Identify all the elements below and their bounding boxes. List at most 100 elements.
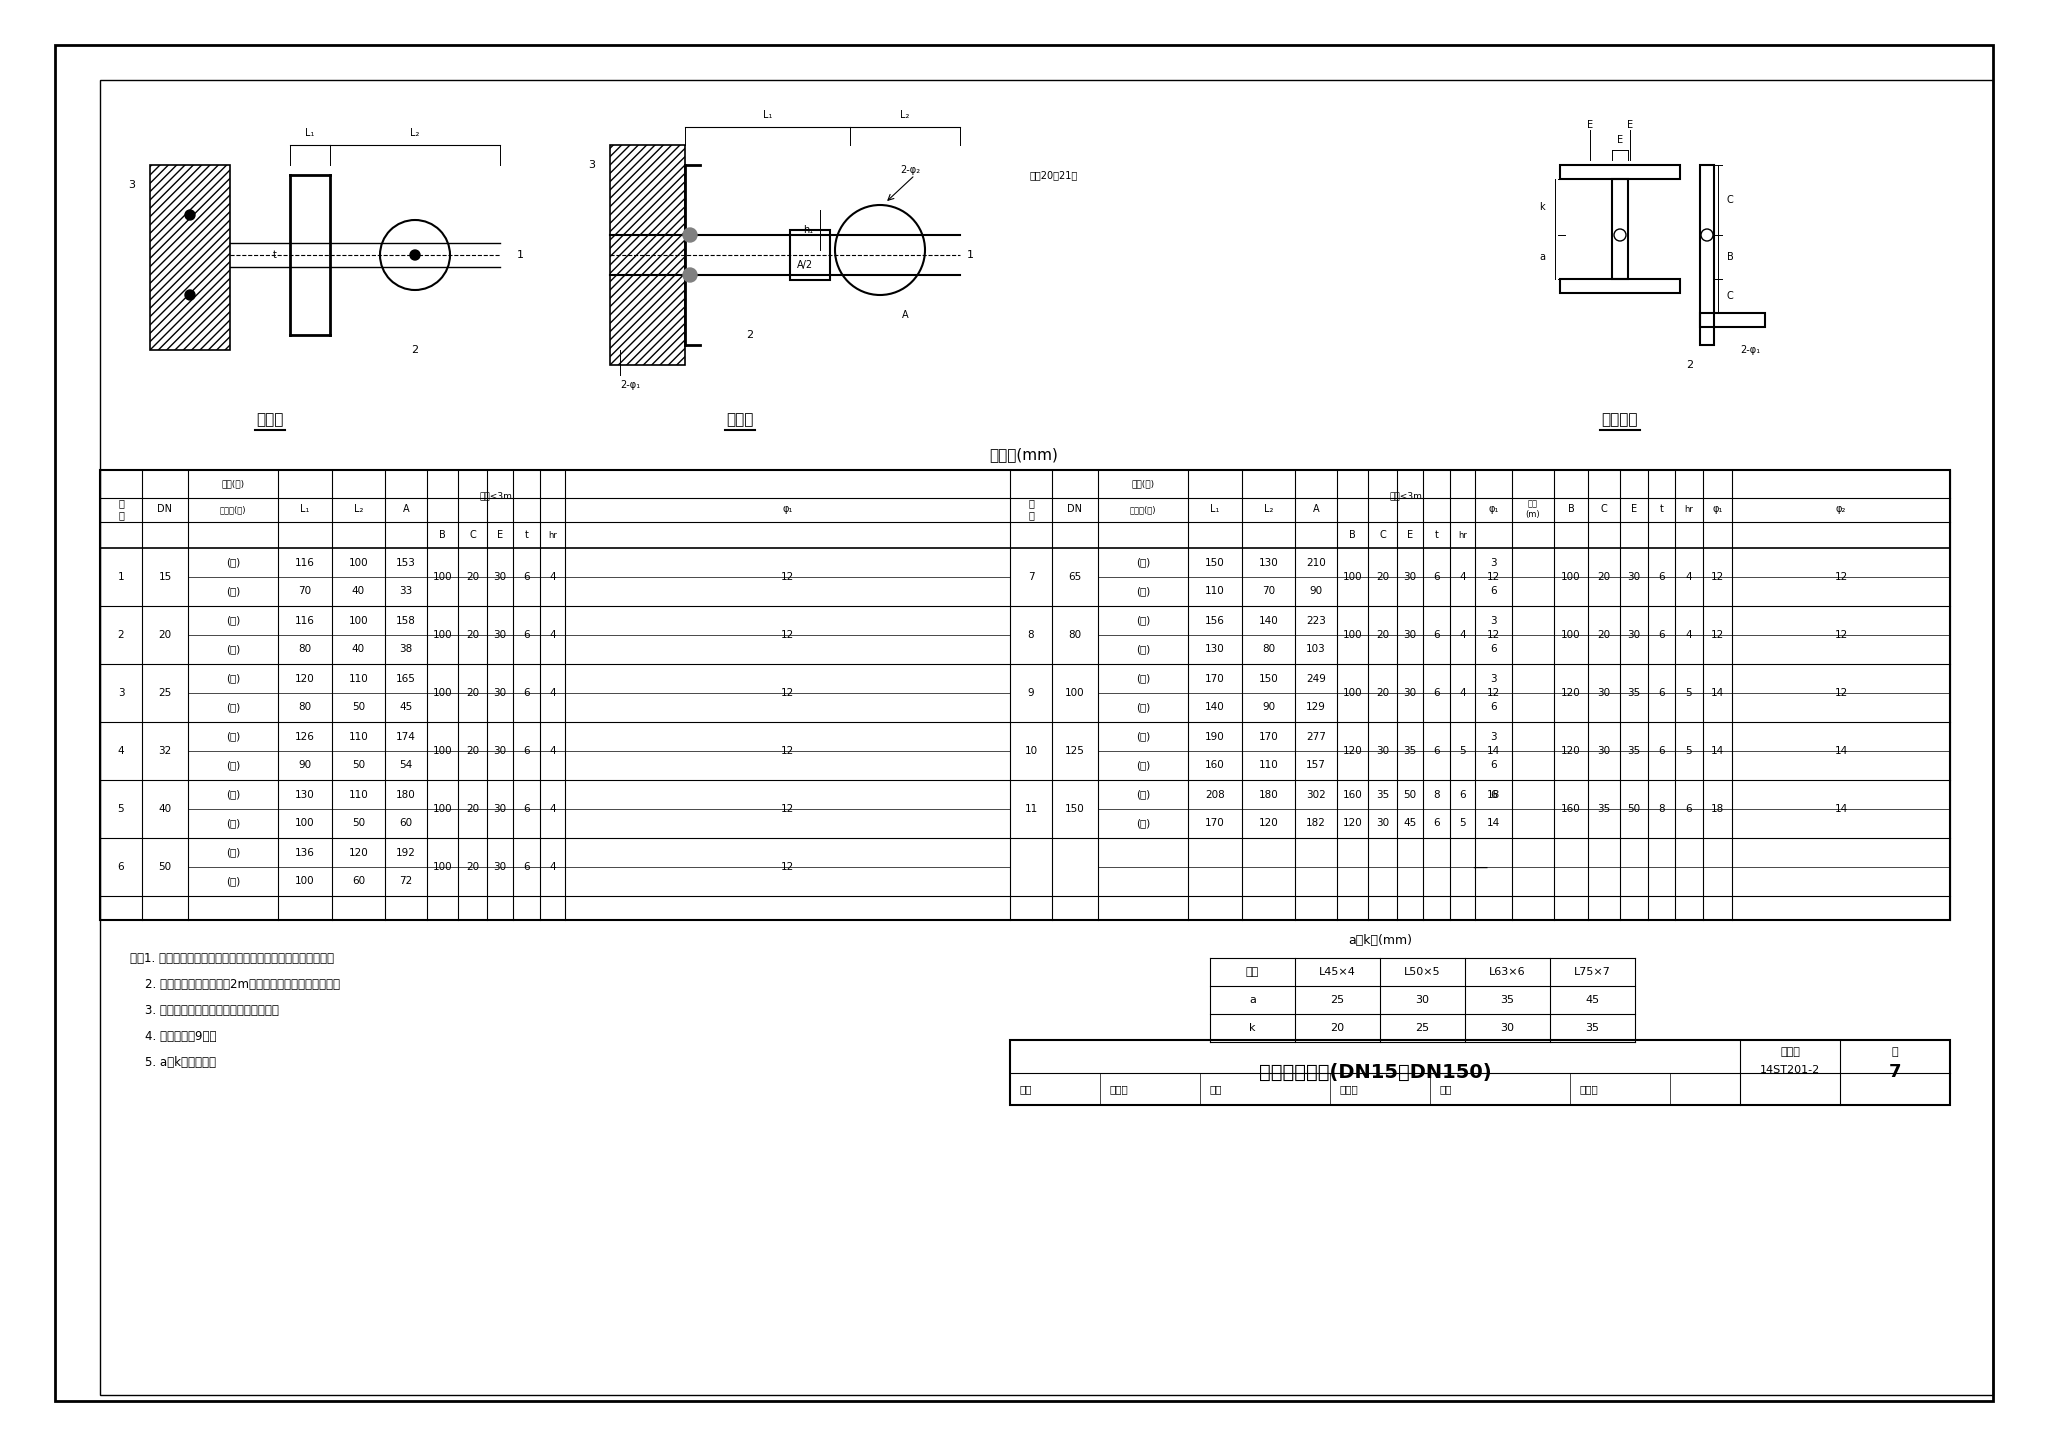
Text: 8: 8 [1659, 804, 1665, 814]
Text: 4: 4 [117, 746, 125, 756]
Text: 12: 12 [780, 746, 795, 756]
Text: (一): (一) [1137, 790, 1151, 800]
Text: 25: 25 [158, 688, 172, 698]
Text: 160: 160 [1204, 761, 1225, 771]
Text: 20: 20 [1376, 688, 1389, 698]
Text: C: C [1378, 531, 1386, 539]
Text: 6: 6 [1491, 761, 1497, 771]
Text: 4: 4 [549, 688, 555, 698]
Bar [1010, 1040, 1950, 1105]
Text: 30: 30 [1403, 630, 1417, 641]
Circle shape [184, 291, 195, 299]
Text: (二): (二) [1137, 761, 1151, 771]
Text: 20: 20 [1376, 573, 1389, 581]
Text: A: A [403, 505, 410, 513]
Text: 6: 6 [1434, 573, 1440, 581]
Text: 30: 30 [494, 804, 506, 814]
Text: 4: 4 [1458, 630, 1466, 641]
Text: 12: 12 [1835, 688, 1847, 698]
Text: 3: 3 [1491, 558, 1497, 567]
Text: 130: 130 [1260, 558, 1278, 567]
Text: a、k値(mm): a、k値(mm) [1348, 934, 1411, 947]
Text: 4: 4 [549, 746, 555, 756]
Text: (一): (一) [225, 790, 240, 800]
Text: 12: 12 [780, 688, 795, 698]
Text: 6: 6 [117, 862, 125, 872]
Text: 4: 4 [1458, 573, 1466, 581]
Text: 129: 129 [1307, 703, 1325, 713]
Text: 4: 4 [549, 573, 555, 581]
Text: 110: 110 [1260, 761, 1278, 771]
Text: 14: 14 [1835, 746, 1847, 756]
Text: 间距
(m): 间距 (m) [1526, 499, 1540, 519]
Text: L₁: L₁ [762, 110, 772, 120]
Text: L₁: L₁ [301, 505, 309, 513]
Text: 间距<3m: 间距<3m [479, 492, 512, 500]
Text: 20: 20 [467, 688, 479, 698]
Text: 50: 50 [352, 703, 365, 713]
Text: 150: 150 [1260, 674, 1278, 684]
Text: 尺寸表(mm): 尺寸表(mm) [989, 447, 1059, 463]
Text: 7: 7 [1028, 573, 1034, 581]
Text: 40: 40 [158, 804, 172, 814]
Text: 7: 7 [1888, 1063, 1901, 1082]
Text: 4: 4 [1686, 630, 1692, 641]
Text: 160: 160 [1561, 804, 1581, 814]
Text: DN: DN [158, 505, 172, 513]
Text: 100: 100 [432, 746, 453, 756]
Text: 110: 110 [348, 674, 369, 684]
Text: 50: 50 [1628, 804, 1640, 814]
Text: E: E [1407, 531, 1413, 539]
Text: 160: 160 [1343, 790, 1362, 800]
Text: 100: 100 [295, 818, 315, 829]
Text: (二): (二) [225, 761, 240, 771]
Text: 20: 20 [1597, 573, 1610, 581]
Bar [1700, 312, 1765, 327]
Text: 60: 60 [399, 818, 412, 829]
Text: L₂: L₂ [410, 129, 420, 137]
Text: E: E [498, 531, 504, 539]
Bar [100, 470, 1950, 920]
Bar [1700, 165, 1714, 346]
Text: 间距<3m: 间距<3m [1389, 492, 1423, 500]
Text: 100: 100 [432, 688, 453, 698]
Text: 1: 1 [117, 573, 125, 581]
Text: 100: 100 [432, 573, 453, 581]
Bar [1612, 179, 1628, 279]
Text: 50: 50 [1403, 790, 1417, 800]
Text: 序
号: 序 号 [1028, 499, 1034, 519]
Text: —: — [1473, 859, 1487, 875]
Text: 12: 12 [1487, 688, 1499, 698]
Text: 6: 6 [522, 804, 530, 814]
Text: C: C [469, 531, 475, 539]
Text: 5: 5 [1458, 818, 1466, 829]
Text: 210: 210 [1307, 558, 1325, 567]
Text: 80: 80 [299, 703, 311, 713]
Text: 170: 170 [1260, 732, 1278, 742]
Text: 12: 12 [1835, 573, 1847, 581]
Text: 100: 100 [295, 876, 315, 886]
Text: 6: 6 [1686, 804, 1692, 814]
Text: k: k [1540, 202, 1544, 213]
Text: 110: 110 [1204, 587, 1225, 597]
Text: A: A [901, 309, 909, 320]
Text: E: E [1630, 505, 1636, 513]
Text: (一): (一) [1137, 616, 1151, 626]
Text: 14: 14 [1487, 818, 1499, 829]
Text: 图集号: 图集号 [1780, 1047, 1800, 1057]
Text: 180: 180 [1260, 790, 1278, 800]
Text: 6: 6 [1659, 573, 1665, 581]
Text: 14ST201-2: 14ST201-2 [1759, 1066, 1821, 1074]
Text: 5. a、k値见左表。: 5. a、k値见左表。 [129, 1056, 215, 1069]
Text: 2: 2 [117, 630, 125, 641]
Text: 150: 150 [1204, 558, 1225, 567]
Text: 6: 6 [1491, 587, 1497, 597]
Text: 80: 80 [1262, 645, 1276, 655]
Text: 12: 12 [1487, 573, 1499, 581]
Text: 14: 14 [1710, 746, 1724, 756]
Text: hr: hr [1458, 531, 1466, 539]
Text: 30: 30 [494, 862, 506, 872]
Text: B: B [1350, 531, 1356, 539]
Text: 30: 30 [1628, 573, 1640, 581]
Text: 20: 20 [467, 573, 479, 581]
